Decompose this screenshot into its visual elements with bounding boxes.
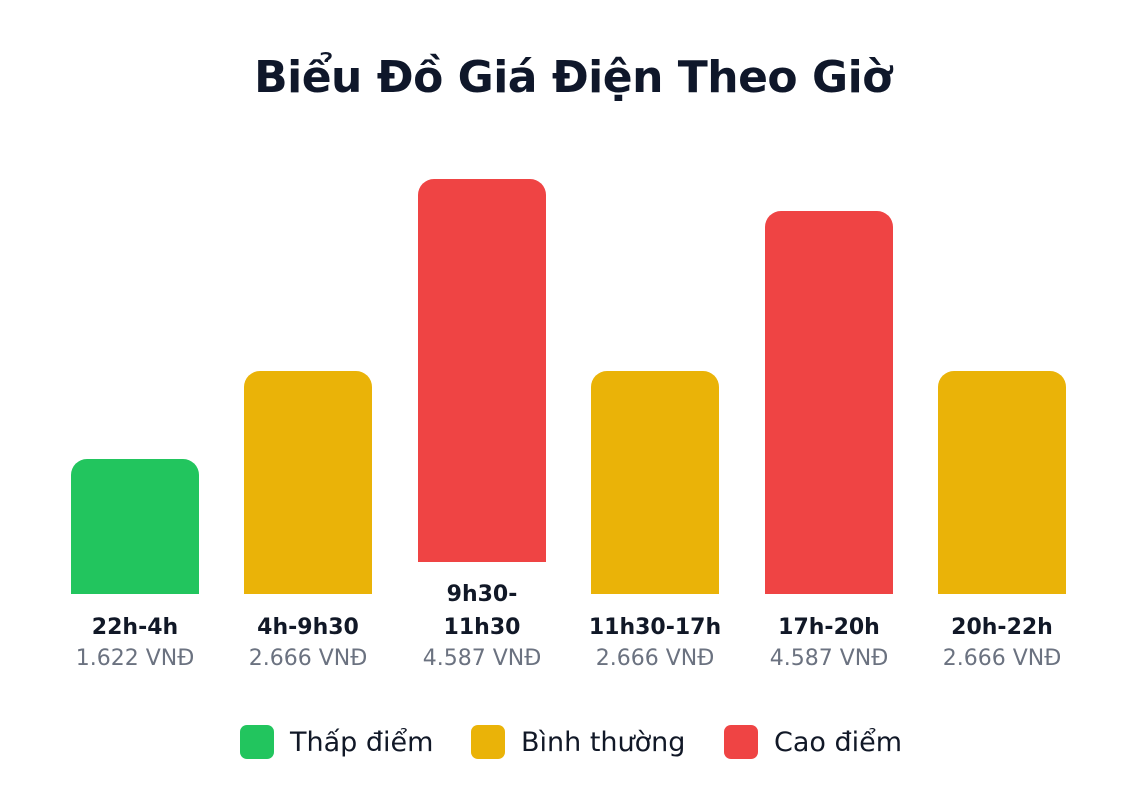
x-tick-label: 22h-4h [91, 615, 179, 640]
x-tick-label: 20h-22h [951, 615, 1053, 640]
value-label: 2.666 VNĐ [942, 646, 1062, 671]
bar-1 [244, 371, 372, 594]
x-tick-label: 11h30-17h [588, 615, 722, 640]
x-tick-label: 17h-20h [778, 615, 880, 640]
legend-item-normal: Bình thường [471, 724, 685, 760]
bar-3 [591, 371, 719, 594]
value-label: 2.666 VNĐ [595, 646, 715, 671]
legend-label: Bình thường [521, 726, 686, 758]
value-label: 2.666 VNĐ [248, 646, 368, 671]
value-label: 4.587 VNĐ [769, 646, 889, 671]
x-tick-label: 9h30- 11h30 [443, 582, 521, 640]
bar-5 [938, 371, 1066, 594]
bar-2 [418, 179, 546, 562]
value-label: 1.622 VNĐ [75, 646, 195, 671]
bar-0 [71, 459, 199, 594]
legend-label: Cao điểm [774, 726, 903, 758]
x-tick-label: 4h-9h30 [257, 615, 359, 640]
legend-swatch [471, 725, 505, 759]
value-label: 4.587 VNĐ [422, 646, 542, 671]
chart-title: Biểu Đồ Giá Điện Theo Giờ [254, 52, 892, 103]
bar-4 [765, 211, 893, 594]
legend-swatch [240, 725, 274, 759]
legend-swatch [724, 725, 758, 759]
legend-item-low: Thấp điểm [240, 724, 433, 760]
legend-item-peak: Cao điểm [724, 724, 902, 760]
legend-label: Thấp điểm [290, 726, 434, 758]
